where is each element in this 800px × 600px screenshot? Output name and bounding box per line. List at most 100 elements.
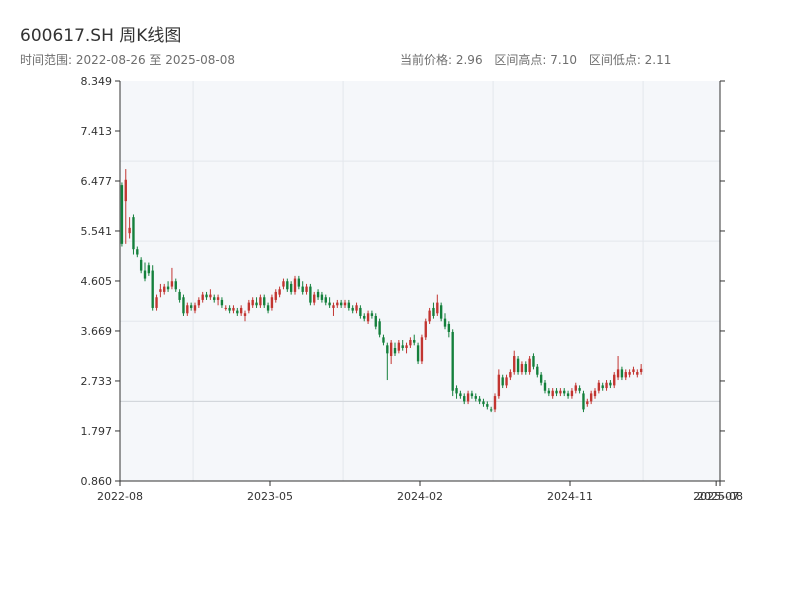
candle-body — [620, 369, 624, 378]
candle-body — [147, 265, 151, 274]
candle-body — [524, 364, 527, 373]
candle-body — [382, 337, 385, 343]
candle-body — [239, 307, 243, 314]
y-tick-label: 7.413 — [81, 125, 113, 138]
candle-body — [597, 382, 601, 391]
candle-body — [470, 393, 474, 397]
candle-body — [482, 401, 485, 405]
candle-body — [436, 302, 439, 314]
candle-body — [132, 217, 135, 250]
candle-body — [305, 286, 308, 292]
candle-body — [616, 369, 620, 378]
candle-body — [259, 297, 262, 306]
candle-body — [609, 382, 612, 386]
plot-area — [120, 81, 720, 481]
candle-body — [128, 227, 131, 234]
candle-body — [424, 321, 427, 338]
candle-body — [193, 305, 197, 311]
candle-body — [216, 297, 220, 300]
candle-body — [636, 372, 639, 375]
candle-body — [428, 310, 431, 322]
candle-body — [478, 398, 481, 402]
candle-body — [605, 382, 608, 389]
candle-body — [543, 382, 547, 391]
candle-body — [447, 323, 451, 332]
candle-body — [332, 305, 335, 308]
candle-body — [551, 390, 554, 397]
candle-body — [593, 390, 597, 397]
candle-body — [393, 348, 397, 354]
candle-body — [251, 299, 254, 306]
candle-body — [578, 388, 581, 391]
candle-body — [286, 281, 289, 290]
candle-body — [601, 385, 604, 389]
range-low: 区间低点: 2.11 — [588, 53, 672, 67]
price-stats: 当前价格: 2.96 区间高点: 7.10 区间低点: 2.11 — [400, 51, 679, 68]
candle-body — [359, 307, 362, 316]
candle-body — [582, 393, 585, 410]
candle-body — [351, 307, 354, 311]
candle-body — [432, 307, 435, 316]
x-tick-label: 2025-08 — [697, 490, 743, 503]
x-tick-label: 2024-02 — [397, 490, 443, 503]
candle-body — [347, 302, 351, 308]
candle-body — [355, 305, 358, 311]
candle-body — [386, 345, 389, 354]
candle-body — [455, 388, 458, 394]
candle-body — [182, 297, 185, 314]
candle-body — [220, 299, 224, 306]
candle-body — [613, 374, 616, 386]
candle-body — [166, 286, 170, 290]
candle-body — [570, 390, 574, 397]
candle-body — [474, 396, 477, 399]
candle-body — [459, 393, 462, 397]
candle-body — [628, 372, 631, 375]
candle-body — [313, 294, 316, 303]
range-high: 区间高点: 7.10 — [494, 53, 577, 67]
candle-body — [397, 342, 401, 351]
candle-body — [289, 283, 293, 292]
candle-body — [374, 315, 377, 327]
candle-body — [516, 358, 520, 373]
current-price: 当前价格: 2.96 — [400, 53, 483, 67]
candle-body — [232, 307, 235, 311]
y-tick-label: 5.541 — [81, 225, 113, 238]
candle-body — [228, 307, 231, 311]
candle-body — [155, 297, 158, 308]
candle-body — [539, 374, 543, 383]
candle-body — [443, 318, 447, 327]
candle-body — [439, 305, 443, 319]
y-tick-label: 0.860 — [81, 475, 113, 488]
candle-body — [486, 404, 489, 407]
candle-body — [513, 356, 516, 373]
candle-body — [409, 339, 412, 346]
candle-body — [124, 179, 127, 202]
candle-body — [555, 390, 558, 394]
candle-body — [316, 291, 320, 298]
candle-body — [563, 390, 566, 394]
candle-body — [370, 313, 374, 316]
candle-body — [401, 345, 404, 349]
candle-body — [624, 372, 627, 378]
candle-body — [586, 401, 589, 405]
candle-body — [489, 409, 493, 411]
candle-body — [263, 297, 266, 306]
candle-body — [416, 345, 420, 362]
x-tick-label: 2025-07 — [693, 490, 739, 503]
candle-body — [639, 368, 643, 373]
x-tick-label: 2023-05 — [247, 490, 293, 503]
candle-body — [309, 286, 312, 303]
candle-body — [255, 302, 258, 306]
candle-body — [463, 396, 466, 402]
candle-body — [120, 185, 124, 244]
candle-body — [532, 356, 535, 367]
candle-body — [209, 294, 212, 298]
candle-body — [274, 291, 277, 300]
candle-body — [328, 302, 331, 306]
y-tick-label: 8.349 — [81, 75, 113, 88]
candle-body — [632, 369, 635, 373]
candle-body — [343, 302, 347, 306]
candle-body — [224, 307, 227, 309]
candle-body — [139, 259, 143, 271]
y-tick-label: 4.605 — [81, 275, 113, 288]
